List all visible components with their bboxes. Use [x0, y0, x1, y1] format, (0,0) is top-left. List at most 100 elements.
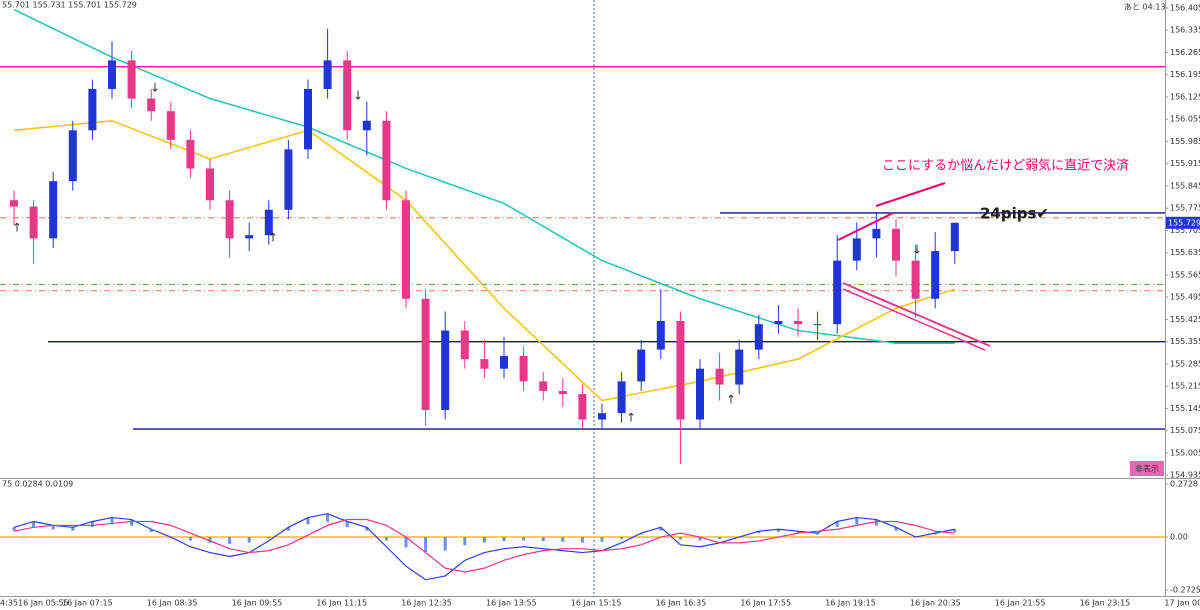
y-tick-label: 155.355 [1170, 337, 1200, 346]
candle-body [656, 320, 665, 350]
candle-body [813, 324, 822, 326]
histogram-bar [188, 537, 192, 541]
histogram-bar [71, 527, 75, 531]
histogram-bar [306, 517, 310, 525]
histogram-bar [32, 521, 36, 527]
trend-line [837, 212, 894, 241]
histogram-bar [894, 527, 898, 531]
histogram-bar [620, 537, 624, 540]
y-tick-label: 155.215 [1170, 382, 1200, 391]
y-tick-label: 0.00 [1170, 533, 1188, 542]
candle-body [715, 368, 724, 385]
candle-body [892, 228, 900, 261]
x-tick-label: 16 Jan 13:55 [486, 599, 537, 608]
signal-arrow: ↑ [268, 231, 278, 245]
candle-body [108, 60, 116, 89]
candle-body [166, 111, 175, 140]
countdown: あと 04:13 [1124, 3, 1166, 12]
histogram-bar [502, 537, 506, 542]
plot-layer [0, 7, 1168, 591]
x-tick-label: 17 Jan 00:35 [1164, 599, 1200, 608]
candle-body [480, 359, 489, 369]
candle-body [950, 222, 959, 252]
histogram-bar [110, 517, 114, 525]
histogram-bar [933, 533, 937, 535]
signal-arrow: ↑ [626, 411, 636, 425]
histogram-bar [208, 537, 212, 543]
trend-line [842, 282, 991, 347]
histogram-bar [855, 517, 859, 525]
x-tick-label: 4:35 [0, 599, 18, 608]
histogram-bar [326, 513, 330, 522]
price-tag [1166, 216, 1200, 229]
y-tick-label: 154.935 [1170, 471, 1200, 480]
histogram-bar [286, 527, 290, 531]
indicator-line [13, 518, 955, 573]
candle-body [578, 394, 587, 420]
candle-body [343, 60, 352, 131]
candle-body [696, 368, 704, 420]
hide-button[interactable] [1130, 461, 1164, 476]
histogram-bar [718, 537, 722, 540]
y-tick-label: 0.2728 [1170, 480, 1198, 489]
x-tick-label: 16 Jan 08:35 [147, 599, 198, 608]
x-tick-label: 16 Jan 16:35 [656, 599, 707, 608]
signal-arrow: ↑ [726, 393, 736, 407]
histogram-bar [561, 537, 565, 542]
candle-body [598, 413, 606, 420]
candle-body [735, 349, 744, 385]
histogram-bar [384, 537, 388, 541]
histogram-bar [580, 537, 584, 543]
histogram-bar [228, 537, 232, 544]
candle-body [10, 200, 18, 207]
histogram-bar [776, 529, 780, 532]
annotation: ここにするか悩んだけど弱気に直近で決済 [882, 158, 1129, 174]
y-tick-label: -0.2725 [1170, 586, 1200, 595]
histogram-bar [443, 537, 447, 551]
hide-button-label[interactable]: 非表示 [1135, 464, 1159, 474]
signal-arrow: ↓ [150, 81, 160, 95]
histogram-bar [345, 521, 349, 527]
candle-body [245, 235, 254, 239]
histogram-bar [463, 537, 467, 546]
histogram-bar [365, 527, 369, 531]
histogram-bar [149, 529, 153, 532]
y-tick-label: 155.145 [1170, 404, 1200, 413]
candle-body [500, 355, 508, 369]
histogram-bar [600, 537, 604, 542]
candle-body [441, 330, 450, 410]
histogram-bar [51, 525, 55, 530]
candle-body [186, 139, 195, 169]
x-tick-label: 16 Jan 21:55 [995, 599, 1046, 608]
moving-average [13, 120, 956, 402]
y-tick-label: 155.985 [1170, 137, 1200, 146]
histogram-bar [678, 537, 682, 540]
candle-body [539, 381, 548, 391]
histogram-bar [541, 537, 545, 542]
histogram-bar [698, 537, 702, 541]
trend-line [842, 288, 986, 351]
histogram-bar [757, 531, 761, 534]
y-tick-label: 156.195 [1170, 70, 1200, 79]
histogram-bar [424, 537, 428, 552]
histogram-bar [639, 533, 643, 535]
histogram-bar [130, 519, 134, 526]
candle-body [304, 88, 312, 150]
y-tick-label: 155.635 [1170, 248, 1200, 257]
histogram-bar [835, 521, 839, 527]
candle-body [519, 355, 528, 382]
x-tick-label: 16 Jan 05:55 [18, 599, 69, 608]
signal-arrow: ↑ [12, 221, 22, 235]
y-tick-label: 156.265 [1170, 48, 1200, 57]
x-tick-label: 16 Jan 12:35 [401, 599, 452, 608]
candle-body [460, 330, 469, 360]
x-tick-label: 16 Jan 19:15 [825, 599, 876, 608]
candle-body [323, 60, 332, 89]
histogram-bar [816, 533, 820, 535]
candle-body [637, 349, 646, 382]
candle-body [676, 320, 685, 420]
y-tick-label: 155.565 [1170, 270, 1200, 279]
candle-body [911, 260, 920, 299]
histogram-bar [12, 527, 16, 531]
